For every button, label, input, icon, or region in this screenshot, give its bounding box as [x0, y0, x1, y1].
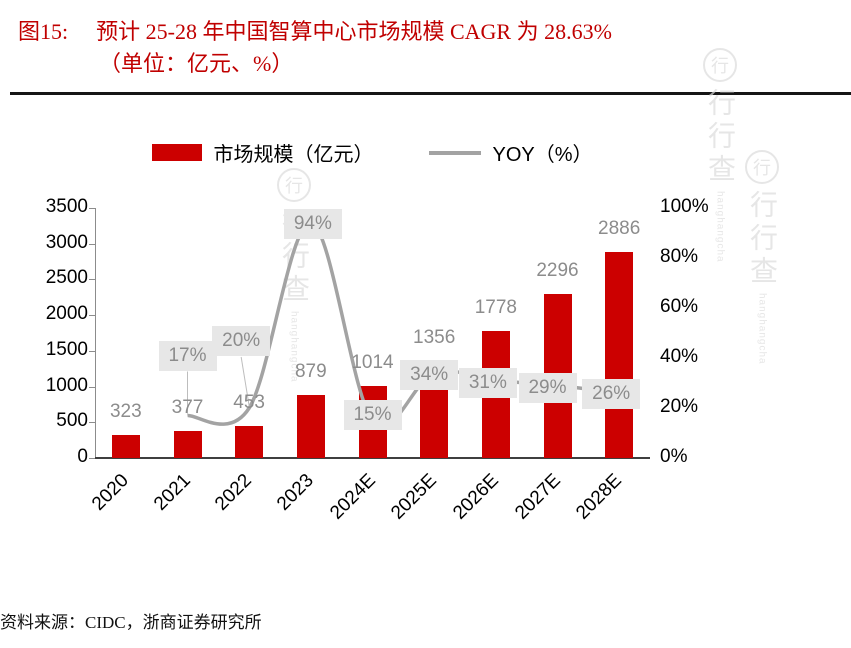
figure-title-text: 预计 25-28 年中国智算中心市场规模 CAGR 为 28.63%	[96, 19, 612, 44]
x-axis-label: 2025E	[387, 470, 442, 524]
y-axis-tick	[89, 458, 95, 459]
watermark-text: 行行查	[279, 208, 310, 307]
watermark: 行 行行查 hanghangcha	[742, 150, 782, 365]
bar-value-label: 2296	[536, 260, 579, 281]
y-axis-tick	[89, 315, 95, 317]
y-axis-tick-label: 1000	[45, 374, 88, 396]
watermark-logo-icon: 行	[745, 150, 779, 184]
yoy-label: 20%	[212, 326, 271, 356]
bar-value-label: 377	[171, 397, 204, 419]
bar-2027E	[543, 294, 572, 458]
y2-axis-tick-label: 80%	[660, 246, 699, 267]
bar-2028E	[605, 251, 634, 458]
legend-item-market-size: 市场规模（亿元）	[152, 138, 373, 167]
x-axis-label: 2027E	[510, 470, 565, 524]
x-axis-label: 2020	[87, 470, 133, 515]
y-axis-tick-label: 500	[56, 410, 88, 432]
y-axis-tick-label: 1500	[45, 338, 88, 360]
watermark-logo-icon: 行	[703, 48, 737, 82]
yoy-label: 31%	[458, 367, 517, 398]
watermark-subtext: hanghangcha	[714, 191, 726, 263]
yoy-label: 94%	[283, 209, 342, 239]
y-axis-tick-label: 3500	[45, 196, 88, 217]
y-axis-tick	[89, 386, 95, 388]
watermark-text: 行行查	[747, 190, 778, 289]
chart-legend: 市场规模（亿元） YOY（%）	[95, 138, 650, 167]
x-axis-label: 2021	[149, 470, 195, 515]
x-axis-label: 2022	[211, 470, 257, 515]
y-axis-line	[95, 208, 96, 458]
y2-axis-tick-label: 100%	[660, 196, 709, 217]
x-axis-label: 2024E	[325, 470, 380, 524]
watermark: 行 行行查 hanghangcha	[274, 168, 314, 383]
yoy-label: 26%	[582, 379, 641, 409]
bar-value-label: 453	[233, 391, 265, 413]
x-axis-label: 2028E	[572, 470, 627, 524]
y-axis-tick-label: 2000	[45, 303, 88, 325]
bar-value-label: 879	[294, 361, 327, 383]
yoy-label: 29%	[518, 372, 577, 403]
title-divider	[10, 92, 851, 95]
yoy-label: 17%	[158, 340, 217, 371]
y2-axis-tick-label: 0%	[660, 446, 688, 467]
y-axis-tick	[89, 422, 95, 424]
bar-2021	[173, 431, 202, 458]
y2-axis-tick-label: 20%	[660, 396, 699, 417]
legend-item-yoy: YOY（%）	[429, 138, 593, 167]
yoy-label-leader	[240, 356, 250, 407]
bar-value-label: 2886	[598, 217, 641, 239]
y-axis-tick	[89, 243, 95, 245]
x-axis-label: 2026E	[448, 470, 503, 524]
bar-value-label: 1014	[351, 351, 394, 373]
figure-title: 图15: 预计 25-28 年中国智算中心市场规模 CAGR 为 28.63% （…	[18, 16, 612, 80]
bar-series-swatch	[152, 144, 203, 161]
bar-2022	[235, 425, 264, 458]
line-series-swatch	[429, 150, 482, 155]
watermark-text: 行行查	[705, 88, 736, 187]
bar-value-label: 1778	[474, 297, 517, 318]
y-axis-tick-label: 0	[77, 446, 88, 467]
watermark-subtext: hanghangcha	[756, 293, 768, 365]
bar-2025E	[420, 361, 449, 458]
y-axis-tick	[89, 279, 95, 281]
source-note: 资料来源：CIDC，浙商证券研究所	[0, 613, 262, 632]
bar-2026E	[481, 331, 510, 458]
yoy-label: 34%	[400, 360, 459, 390]
y-axis-tick	[89, 208, 95, 209]
y2-axis-tick-label: 40%	[660, 346, 699, 367]
x-axis-label: 2023	[272, 470, 318, 515]
figure-number: 图15:	[18, 19, 69, 44]
y-axis-tick-label: 2500	[45, 267, 88, 289]
bar-value-label: 1356	[413, 327, 456, 349]
legend-line-label: YOY（%）	[492, 144, 593, 166]
x-axis-line	[95, 457, 650, 459]
watermark-subtext: hanghangcha	[288, 311, 300, 383]
watermark: 行 行行查 hanghangcha	[700, 48, 740, 263]
y-axis-tick-label: 3000	[45, 231, 88, 253]
bar-2020	[111, 434, 140, 458]
y-axis-tick	[89, 350, 95, 352]
bar-2024E	[358, 385, 387, 458]
legend-bar-label: 市场规模（亿元）	[213, 144, 374, 166]
bar-2023	[296, 395, 325, 458]
figure-unit-note: （单位：亿元、%）	[99, 51, 294, 76]
yoy-label: 15%	[343, 399, 402, 430]
bar-value-label: 323	[109, 400, 142, 422]
figure-title-line1: 图15: 预计 25-28 年中国智算中心市场规模 CAGR 为 28.63%	[18, 16, 612, 48]
watermark-logo-icon: 行	[277, 168, 311, 202]
yoy-line	[187, 221, 620, 428]
y2-axis-tick-label: 60%	[660, 296, 699, 317]
